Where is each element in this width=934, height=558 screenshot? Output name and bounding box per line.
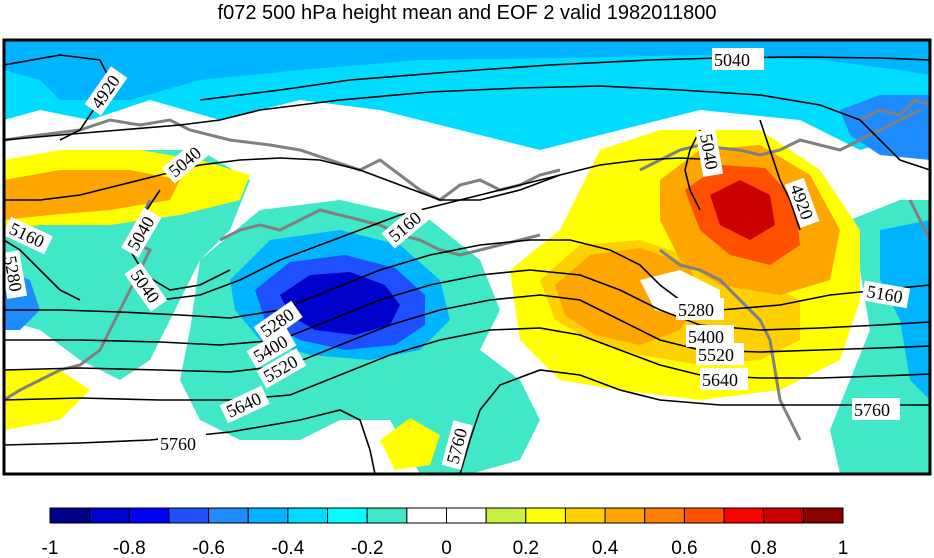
colorbar-swatch <box>683 507 725 524</box>
contour-5760-south <box>4 369 930 474</box>
colorbar-swatch <box>128 507 170 524</box>
contour-5640 <box>4 327 930 401</box>
colorbar-swatch <box>247 507 289 524</box>
colorbar-swatch <box>208 507 249 524</box>
contour-4920-west <box>59 114 91 141</box>
eof-shading <box>4 40 930 474</box>
colorbar-swatch <box>287 507 329 524</box>
colorbar-swatch <box>763 507 804 524</box>
colorbar-tick-label: 1 <box>838 538 849 558</box>
coastline-east-edge <box>908 199 930 241</box>
colorbar-swatch <box>564 507 606 524</box>
colorbar-tick-label: -0.4 <box>272 538 305 558</box>
coastline-north-arctic <box>4 118 561 202</box>
colorbar-tick-label: 0 <box>441 538 452 558</box>
contour-label-5760-east: 5760 <box>854 400 890 420</box>
contour-label-5640-east: 5640 <box>702 370 738 390</box>
contour-5400 <box>4 269 930 346</box>
colorbar-tick-label: 0.8 <box>750 538 776 558</box>
contour-label-layer: 5040 4920 5040 5040 5160 5280 5040 51 <box>0 48 911 470</box>
colorbar-swatch <box>485 507 527 524</box>
coastline-east-continent <box>659 248 802 441</box>
colorbar-swatch <box>723 507 765 524</box>
colorbar-swatch <box>604 507 646 524</box>
colorbar-tick-label: -0.6 <box>192 538 225 558</box>
colorbar-tick-label: -0.8 <box>113 538 146 558</box>
contour-5040-west <box>4 85 930 171</box>
contour-5160-west <box>4 157 721 201</box>
contour-5160-center <box>159 174 561 301</box>
colorbar-swatch <box>327 507 368 524</box>
shading-dark-blue-center <box>280 272 400 335</box>
colorbar-tick-label: 0.6 <box>671 538 697 558</box>
shading-dark-red-ne <box>710 180 775 240</box>
shading-yellow-south <box>380 418 440 470</box>
contour-5040-east <box>684 129 701 211</box>
contour-label-5520-east: 5520 <box>698 345 734 365</box>
colorbar-swatch <box>802 507 844 524</box>
colorbar-tick-labels: -1 -0.8 -0.6 -0.4 -0.2 0 0.2 0.4 0.6 0.8 1 <box>42 538 849 558</box>
shading-orange-east <box>555 248 700 345</box>
colorbar-swatch <box>49 507 91 524</box>
map-title: f072 500 hPa height mean and EOF 2 valid… <box>217 2 717 24</box>
contour-label-5280-east: 5280 <box>678 300 714 320</box>
contour-label-5760-west: 5760 <box>160 434 196 454</box>
colorbar-tick-label: -1 <box>42 538 59 558</box>
colorbar-swatch <box>446 507 487 524</box>
coastline-island-chain <box>219 208 541 257</box>
shading-yellow-sw <box>4 370 90 430</box>
map-frame <box>2 38 932 476</box>
colorbar-swatch <box>406 507 448 524</box>
colorbar-swatch <box>644 507 685 524</box>
colorbar-swatch <box>525 507 566 524</box>
colorbar <box>49 507 844 524</box>
colorbar-swatch <box>89 507 130 524</box>
colorbar-swatch <box>366 507 408 524</box>
colorbar-tick-label: 0.4 <box>592 538 619 558</box>
contour-label-5040-north: 5040 <box>714 50 750 70</box>
contour-5280-west <box>4 239 81 301</box>
colorbar-swatch <box>168 507 210 524</box>
contour-4920-east <box>759 119 801 231</box>
shading-blue-east <box>880 220 930 400</box>
shading-light-blue-north <box>4 40 930 100</box>
contour-label-5400-east: 5400 <box>688 327 724 347</box>
shading-orange-west <box>4 170 180 220</box>
colorbar-tick-label: -0.2 <box>351 538 384 558</box>
colorbar-tick-label: 0.2 <box>513 538 539 558</box>
coastline-east-islands <box>859 98 930 122</box>
contour-5280-center <box>4 239 930 319</box>
contour-5520 <box>4 294 930 373</box>
